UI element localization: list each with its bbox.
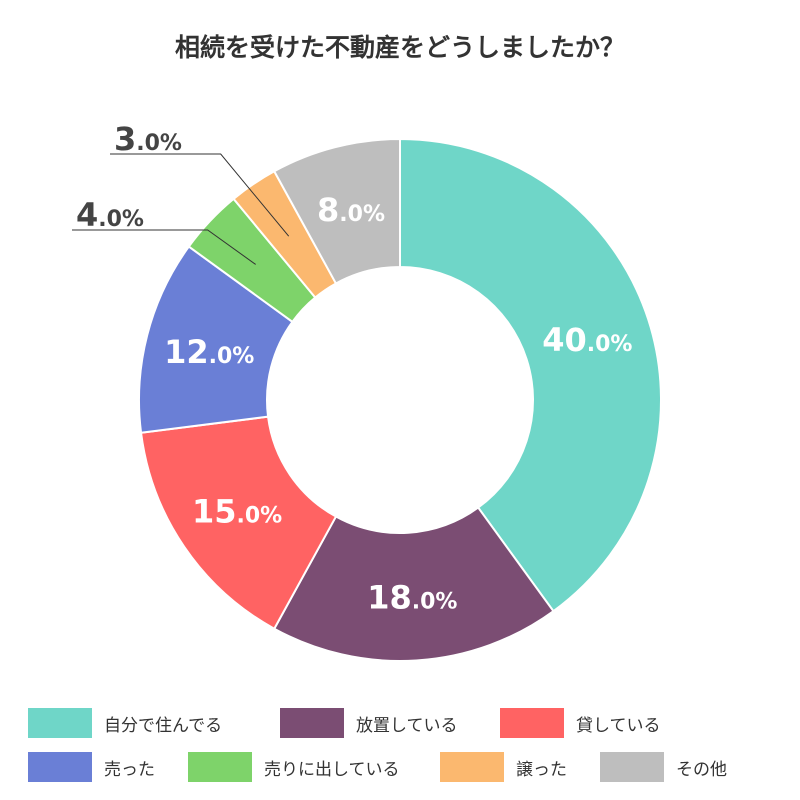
legend-item-4: 売りに出している — [188, 752, 440, 782]
legend-item-1: 放置している — [280, 708, 500, 738]
data-label-0: 40.0% — [542, 321, 632, 359]
data-label-5: 3.0% — [114, 120, 182, 158]
legend: 自分で住んでる 放置している 貸している — [28, 708, 788, 738]
legend-label-6: その他 — [676, 759, 727, 780]
legend-row-2: 売った 売りに出している 譲った その他 — [28, 752, 788, 782]
legend-label-4: 売りに出している — [264, 759, 400, 780]
legend-swatch-3 — [28, 752, 92, 782]
legend-label-5: 譲った — [516, 759, 567, 780]
data-label-2: 15.0% — [192, 493, 282, 531]
legend-label-3: 売った — [104, 759, 155, 780]
legend-swatch-6 — [600, 752, 664, 782]
legend-label-1: 放置している — [356, 715, 458, 736]
legend-label-0: 自分で住んでる — [104, 715, 223, 736]
legend-item-6: その他 — [600, 752, 760, 782]
slice-6 — [272, 137, 401, 285]
legend-swatch-2 — [500, 708, 564, 738]
legend-swatch-0 — [28, 708, 92, 738]
legend-item-5: 譲った — [440, 752, 600, 782]
leader-line-4 — [72, 229, 256, 265]
legend-swatch-4 — [188, 752, 252, 782]
legend-item-0: 自分で住んでる — [28, 708, 280, 738]
legend-swatch-5 — [440, 752, 504, 782]
data-label-4: 4.0% — [76, 196, 144, 234]
leader-line-5 — [110, 153, 290, 237]
data-label-6: 8.0% — [317, 191, 385, 229]
slice-0 — [399, 137, 662, 613]
legend-item-2: 貸している — [500, 708, 760, 738]
data-label-3: 12.0% — [164, 333, 254, 371]
slice-1 — [272, 506, 555, 662]
slice-2 — [139, 415, 338, 631]
legend-item-3: 売った — [28, 752, 188, 782]
legend-swatch-1 — [280, 708, 344, 738]
donut-chart: 40.0% 18.0% 15.0% 12.0% 4.0% 3.0% 8.0% — [72, 120, 662, 662]
chart-title: 相続を受けた不動産をどうしましたか？ — [174, 33, 625, 62]
data-label-1: 18.0% — [367, 579, 457, 617]
legend-label-2: 貸している — [576, 715, 661, 736]
